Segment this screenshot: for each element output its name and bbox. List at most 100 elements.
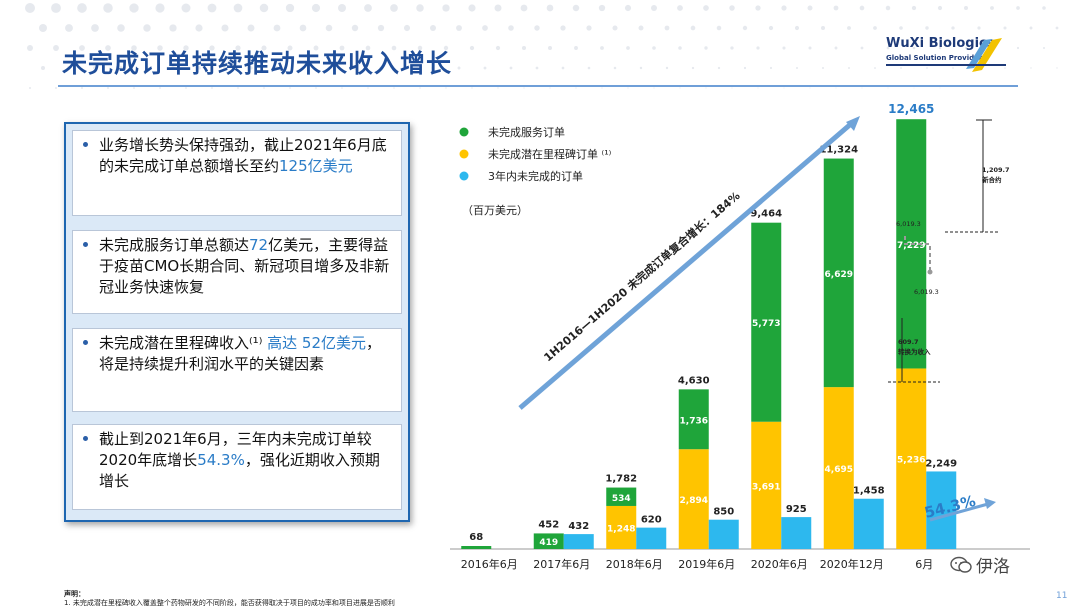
bg-dot	[367, 87, 369, 89]
total-label: 1,782	[605, 474, 637, 485]
bg-dot	[301, 66, 305, 70]
bar-service	[533, 533, 564, 549]
bg-dot	[456, 25, 462, 31]
reference-connector	[904, 236, 931, 270]
three-year-label: 925	[786, 504, 807, 515]
growth-arrow-head	[984, 498, 996, 509]
bg-dot	[937, 5, 943, 11]
category-label: 2020年12月	[820, 557, 884, 571]
service-segment-label: 419	[539, 538, 558, 548]
bg-dot	[859, 5, 865, 11]
service-segment-label: 1,736	[680, 416, 708, 426]
highlight-text: 54.3%	[197, 451, 245, 469]
bg-dot	[391, 45, 397, 51]
reference-value-b: 6,019.3	[914, 288, 939, 296]
bullet-text-part: 截止到2021年6月，三年内未完成订单较2020年底增长	[99, 430, 372, 469]
bar-three-year	[781, 517, 812, 549]
bullet-text-part: 亿美元，主要得益于疫苗CMO长期合同、新冠项目增多及非新冠业务快速恢复	[99, 236, 390, 296]
bg-dot	[494, 4, 502, 12]
bg-dot	[315, 87, 317, 89]
category-label: 2019年6月	[678, 557, 735, 571]
bg-dot	[639, 66, 643, 70]
bg-dot	[755, 5, 761, 11]
bg-dot	[705, 87, 707, 89]
bg-dot	[520, 4, 528, 12]
bar-service	[461, 546, 492, 549]
three-year-label: 1,458	[853, 486, 885, 497]
category-label: 6月	[915, 558, 933, 571]
bg-dot	[117, 24, 125, 32]
bg-dot	[339, 45, 345, 51]
bg-dot	[951, 26, 955, 30]
bg-dot	[874, 67, 876, 69]
bg-dot	[131, 45, 137, 51]
legend-label: 未完成服务订单	[488, 125, 565, 139]
total-label: 12,465	[888, 102, 934, 116]
bg-dot	[743, 66, 747, 70]
bullet-text-part: 未完成服务订单总额达	[99, 236, 250, 254]
three-year-label: 432	[568, 521, 589, 532]
bar-milestone	[678, 449, 709, 549]
bg-dot	[1030, 67, 1032, 69]
bg-dot	[548, 46, 552, 50]
converted-label: 转换为收入	[898, 347, 931, 356]
company-logo: WuXi Biologics Global Solution Provider	[880, 36, 1030, 76]
bullet-service-orders: 未完成服务订单总额达72亿美元，主要得益于疫苗CMO长期合同、新冠项目增多及非新…	[72, 230, 402, 314]
bg-dot	[1003, 26, 1007, 30]
milestone-segment-label: 3,691	[752, 482, 780, 492]
bg-dot	[25, 3, 35, 13]
service-segment-label: 534	[612, 494, 631, 504]
bg-dot	[431, 66, 435, 70]
bg-dot	[311, 3, 321, 13]
bg-dot	[237, 87, 239, 89]
bg-dot	[471, 87, 473, 89]
bg-dot	[587, 66, 591, 70]
bullet-text: 未完成服务订单总额达72亿美元，主要得益于疫苗CMO长期合同、新冠项目增多及非新…	[99, 235, 393, 298]
bg-dot	[886, 46, 890, 50]
bg-dot	[561, 66, 565, 70]
bg-dot	[497, 87, 499, 89]
bg-dot	[938, 46, 942, 50]
bg-dot	[364, 4, 372, 12]
three-year-label: 850	[713, 507, 734, 518]
bar-milestone	[823, 387, 854, 549]
bullet-icon	[83, 242, 88, 247]
bg-dot	[925, 26, 929, 30]
bg-dot	[327, 66, 331, 70]
bg-dot	[249, 66, 253, 70]
bg-dot	[809, 87, 811, 89]
bg-dot	[523, 87, 525, 89]
bg-dot	[1004, 67, 1006, 69]
bg-dot	[677, 5, 683, 11]
milestone-segment-label: 4,695	[825, 465, 853, 475]
bg-dot	[574, 46, 578, 50]
bg-dot	[393, 87, 395, 89]
logo-swoosh-icon	[886, 38, 1006, 72]
background-dots	[25, 3, 1059, 89]
bg-dot	[65, 24, 73, 32]
bg-dot	[833, 5, 839, 11]
bg-dot	[285, 3, 295, 13]
bg-dot	[575, 87, 577, 89]
bg-dot	[781, 5, 787, 11]
bg-dot	[600, 46, 604, 50]
bullet-icon	[83, 340, 88, 345]
bg-dot	[742, 25, 748, 31]
bg-dot	[211, 87, 213, 89]
bg-dot	[601, 87, 603, 89]
bar-milestone	[606, 505, 637, 549]
category-label: 2016年6月	[461, 557, 518, 571]
bg-dot	[899, 26, 903, 30]
summary-panel: 业务增长势头保持强劲，截止2021年6月底的未完成订单总额增长至约125亿美元 …	[64, 122, 410, 522]
bg-dot	[235, 45, 241, 51]
bg-dot	[964, 46, 968, 50]
bg-dot	[821, 26, 825, 30]
bg-dot	[782, 46, 786, 50]
category-label: 2017年6月	[533, 557, 590, 571]
bg-dot	[624, 4, 632, 12]
legend-marker	[459, 127, 469, 137]
bg-dot	[263, 87, 265, 89]
bg-dot	[626, 46, 630, 50]
growth-arrow-line	[929, 502, 989, 522]
bar-service	[678, 389, 709, 450]
